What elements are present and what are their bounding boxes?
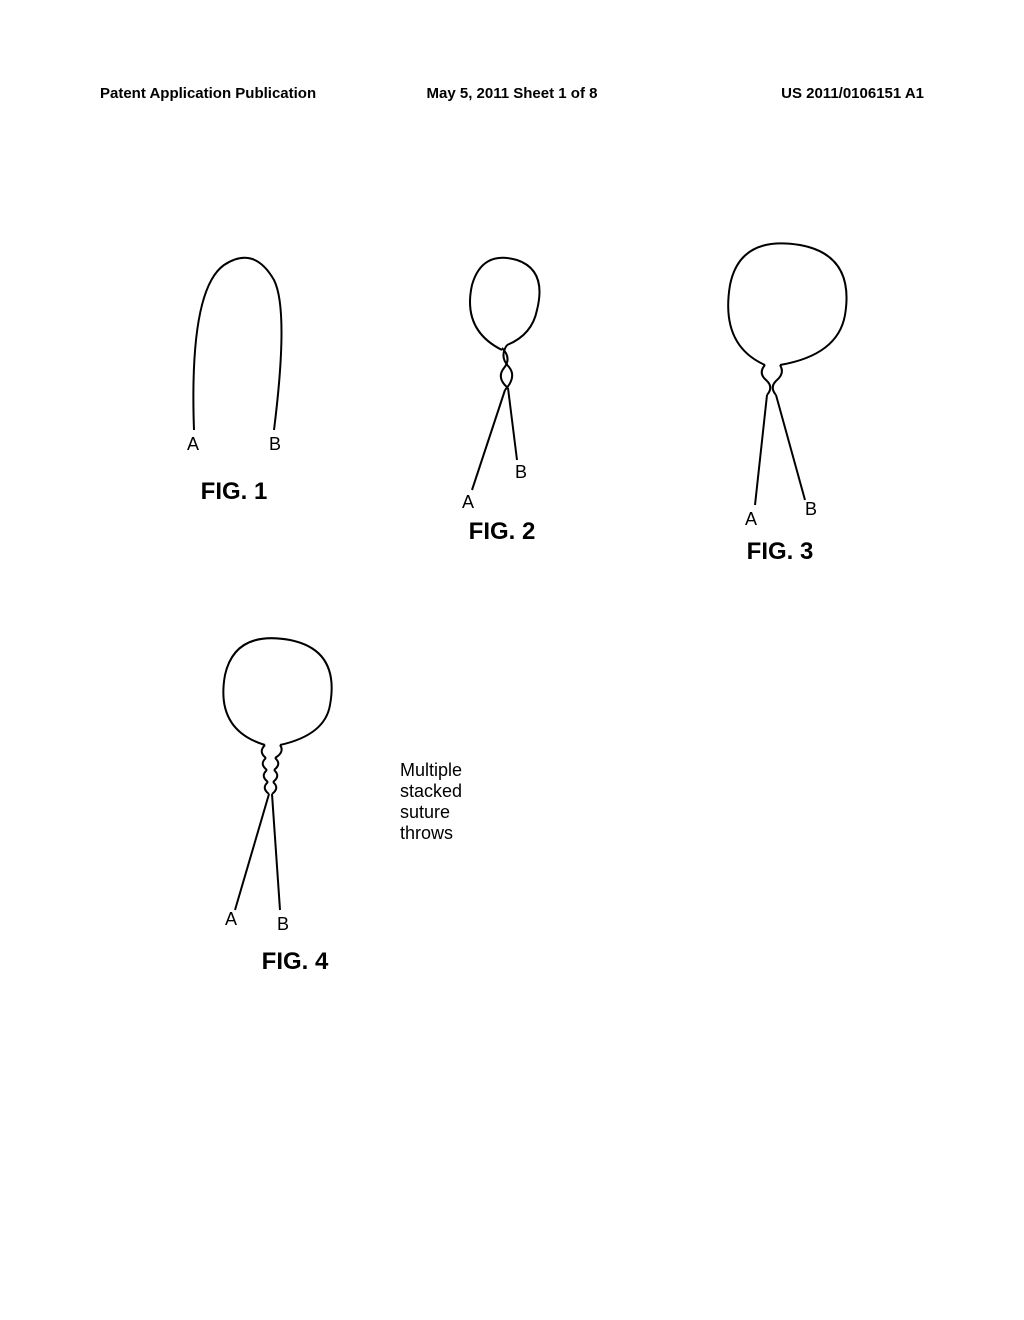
- fig1-endpoint-b: B: [269, 434, 281, 454]
- figures-bottom-row: A B Multiple stacked suture throws FIG. …: [180, 620, 380, 976]
- fig3-endpoint-b: B: [805, 499, 817, 519]
- fig1-endpoint-a: A: [187, 434, 199, 454]
- figure-1-svg: A B: [154, 230, 314, 470]
- fig2-endpoint-a: A: [462, 492, 474, 510]
- figure-4-svg: A B: [180, 620, 380, 940]
- header-left-text: Patent Application Publication: [100, 85, 375, 102]
- figure-4-annotation: Multiple stacked suture throws: [400, 760, 462, 844]
- figure-2-container: B A FIG. 2: [422, 230, 582, 566]
- fig3-endpoint-a: A: [745, 509, 757, 529]
- figure-2-label: FIG. 2: [469, 518, 536, 546]
- figure-4-label: FIG. 4: [210, 948, 380, 976]
- fig4-endpoint-b: B: [277, 914, 289, 934]
- figure-3-container: B A FIG. 3: [690, 230, 870, 566]
- fig4-endpoint-a: A: [225, 909, 237, 929]
- page-header: Patent Application Publication May 5, 20…: [100, 85, 924, 102]
- figure-3-label: FIG. 3: [747, 538, 814, 566]
- figure-2-svg: B A: [422, 230, 582, 510]
- figure-4-container: A B Multiple stacked suture throws FIG. …: [180, 620, 380, 976]
- header-right-text: US 2011/0106151 A1: [649, 85, 924, 102]
- figure-1-label: FIG. 1: [201, 478, 268, 506]
- figure-1-container: A B FIG. 1: [154, 230, 314, 566]
- figure-3-svg: B A: [690, 230, 870, 530]
- fig2-endpoint-b: B: [515, 462, 527, 482]
- figures-top-row: A B FIG. 1 B A FIG. 2: [100, 230, 924, 566]
- header-center-text: May 5, 2011 Sheet 1 of 8: [375, 85, 650, 102]
